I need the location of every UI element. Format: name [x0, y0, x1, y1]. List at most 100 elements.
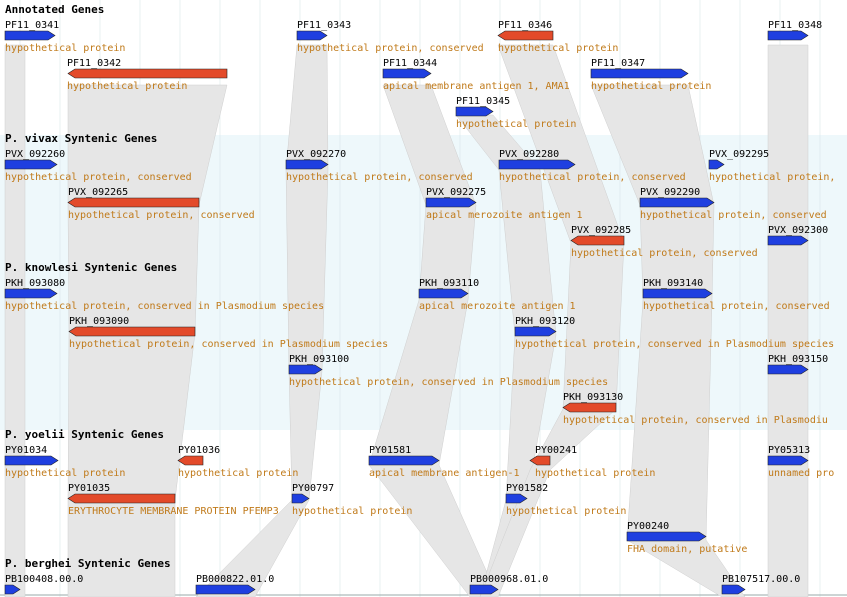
gene-id-label: PB000822.01.0	[196, 574, 274, 585]
gene-pvx_092270[interactable]: PVX_092270 hypothetical protein, conserve…	[285, 149, 473, 183]
forward-gene-arrow	[382, 68, 432, 79]
gene-pkh_093140[interactable]: PKH_093140 hypothetical protein, conserve…	[642, 278, 830, 312]
gene-pb107517-00-0[interactable]: PB107517.00.0	[721, 574, 800, 595]
forward-gene-arrow	[288, 364, 323, 375]
gene-pf11_0346[interactable]: PF11_0346 hypothetical protein	[497, 20, 618, 54]
gene-py01034[interactable]: PY01034 hypothetical protein	[4, 445, 125, 479]
gene-description: hypothetical protein	[591, 81, 711, 92]
gene-pvx_092280[interactable]: PVX_092280 hypothetical protein, conserve…	[498, 149, 686, 183]
reverse-gene-arrow	[177, 455, 204, 466]
gene-pkh_093130[interactable]: PKH_093130 hypothetical protein, conserve…	[562, 392, 828, 426]
gene-id-label: PVX_092275	[426, 187, 486, 198]
synteny-connector	[767, 44, 809, 597]
gene-description: hypothetical protein	[67, 81, 187, 92]
forward-gene-arrow	[4, 288, 58, 299]
gene-description: hypothetical protein, conserved in Plasm…	[69, 339, 388, 350]
gene-pkh_093080[interactable]: PKH_093080 hypothetical protein, conserve…	[4, 278, 324, 312]
forward-gene-arrow	[455, 106, 494, 117]
gene-id-label: PB000968.01.0	[470, 574, 548, 585]
gene-description: hypothetical protein, conserved	[68, 210, 255, 221]
synteny-connector	[590, 84, 746, 597]
forward-gene-arrow	[626, 531, 707, 542]
forward-gene-arrow	[296, 30, 328, 41]
gene-description: unnamed pro	[768, 468, 834, 479]
gene-py01582[interactable]: PY01582 hypothetical protein	[505, 483, 626, 517]
gene-pf11_0348[interactable]: PF11_0348	[767, 20, 822, 41]
gene-id-label: PVX_092280	[499, 149, 559, 160]
gene-pb000822-01-0[interactable]: PB000822.01.0	[195, 574, 274, 595]
gene-pvx_092300[interactable]: PVX_092300	[767, 225, 828, 246]
section-title-pyoelii: P. yoelii Syntenic Genes	[5, 428, 164, 441]
gene-pvx_092265[interactable]: PVX_092265 hypothetical protein, conserve…	[67, 187, 255, 221]
forward-gene-arrow	[195, 584, 256, 595]
gene-id-label: PB107517.00.0	[722, 574, 800, 585]
gene-py01035[interactable]: PY01035 ERYTHROCYTE MEMBRANE PROTEIN PFEM…	[67, 483, 279, 517]
gene-py01581[interactable]: PY01581 apical membrane antigen-1	[368, 445, 520, 479]
gene-id-label: PY00241	[535, 445, 577, 456]
gene-pf11_0347[interactable]: PF11_0347 hypothetical protein	[590, 58, 711, 92]
gene-pf11_0343[interactable]: PF11_0343 hypothetical protein, conserved	[296, 20, 484, 54]
gene-pkh_093150[interactable]: PKH_093150	[767, 354, 828, 375]
gene-description: hypothetical protein	[5, 468, 125, 479]
forward-gene-arrow	[642, 288, 713, 299]
gene-description: hypothetical protein, conserved in Plasm…	[515, 339, 834, 350]
gene-py01036[interactable]: PY01036 hypothetical protein	[177, 445, 298, 479]
section-titles: Annotated Genes P. vivax Syntenic Genes P.…	[5, 3, 177, 570]
gene-id-label: PF11_0342	[67, 58, 121, 69]
gene-pf11_0345[interactable]: PF11_0345 hypothetical protein	[455, 96, 576, 130]
gene-description: hypothetical protein, conserved	[571, 248, 758, 259]
gene-id-label: PKH_093100	[289, 354, 349, 365]
section-title-pknowlesi: P. knowlesi Syntenic Genes	[5, 261, 177, 274]
gene-pvx_092295[interactable]: PVX_092295 hypothetical protein,	[708, 149, 835, 183]
gene-py00797[interactable]: PY00797 hypothetical protein	[291, 483, 412, 517]
forward-gene-arrow	[767, 30, 809, 41]
forward-gene-arrow	[368, 455, 440, 466]
forward-gene-arrow	[469, 584, 499, 595]
reverse-gene-arrow	[67, 197, 200, 208]
gene-pf11_0342[interactable]: PF11_0342 hypothetical protein	[67, 58, 228, 92]
gene-pf11_0341[interactable]: PF11_0341 hypothetical protein	[4, 20, 125, 54]
forward-gene-arrow	[4, 584, 21, 595]
forward-gene-arrow	[4, 30, 56, 41]
synteny-connector	[195, 44, 329, 597]
gene-description: hypothetical protein,	[709, 172, 835, 183]
reverse-gene-arrow	[67, 68, 228, 79]
gene-py00241[interactable]: PY00241 hypothetical protein	[529, 445, 655, 479]
gene-pkh_093090[interactable]: PKH_093090 hypothetical protein, conserve…	[68, 316, 388, 350]
gene-id-label: PF11_0348	[768, 20, 822, 31]
gene-pb100408-00-0[interactable]: PB100408.00.0	[4, 574, 83, 595]
gene-pkh_093120[interactable]: PKH_093120 hypothetical protein, conserve…	[514, 316, 834, 350]
forward-gene-arrow	[514, 326, 557, 337]
section-title-pvivax: P. vivax Syntenic Genes	[5, 132, 157, 145]
gene-pvx_092290[interactable]: PVX_092290 hypothetical protein, conserve…	[639, 187, 827, 221]
gene-id-label: PF11_0341	[5, 20, 59, 31]
gene-id-label: PY01034	[5, 445, 47, 456]
gene-description: hypothetical protein	[498, 43, 618, 54]
gene-id-label: PVX_092295	[709, 149, 769, 160]
gene-pkh_093100[interactable]: PKH_093100 hypothetical protein, conserve…	[288, 354, 608, 388]
gene-id-label: PY05313	[768, 445, 810, 456]
gene-description: ERYTHROCYTE MEMBRANE PROTEIN PFEMP3	[68, 506, 279, 517]
gene-id-label: PY01036	[178, 445, 220, 456]
reverse-gene-arrow	[68, 326, 196, 337]
gene-description: hypothetical protein, conserved	[297, 43, 484, 54]
forward-gene-arrow	[767, 455, 809, 466]
gene-id-label: PKH_093090	[69, 316, 129, 327]
gene-pb000968-01-0[interactable]: PB000968.01.0	[469, 574, 548, 595]
gene-description: hypothetical protein	[535, 468, 655, 479]
gene-py00240[interactable]: PY00240 FHA domain, putative	[626, 521, 747, 555]
gene-description: hypothetical protein, conserved in Plasm…	[5, 301, 324, 312]
gene-id-label: PY00797	[292, 483, 334, 494]
gene-pvx_092260[interactable]: PVX_092260 hypothetical protein, conserve…	[4, 149, 192, 183]
synteny-connector	[479, 44, 625, 597]
gene-description: FHA domain, putative	[627, 544, 747, 555]
gene-id-label: PKH_093110	[419, 278, 479, 289]
gene-id-label: PF11_0344	[383, 58, 437, 69]
gene-pvx_092285[interactable]: PVX_092285 hypothetical protein, conserve…	[570, 225, 758, 259]
gene-py05313[interactable]: PY05313 unnamed pro	[767, 445, 834, 479]
